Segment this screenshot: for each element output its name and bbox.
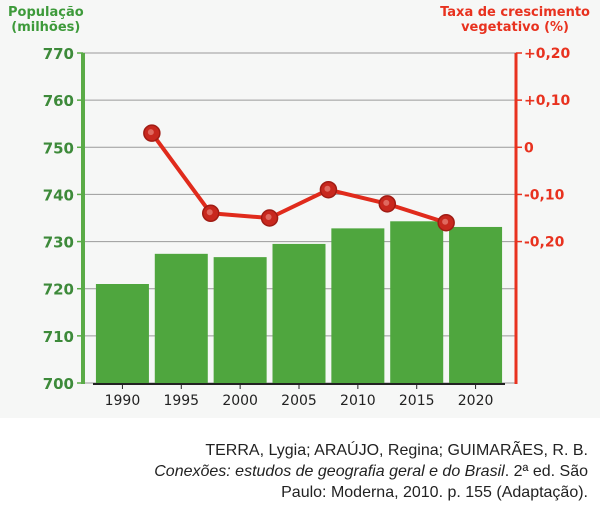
bar-2010 <box>331 228 385 383</box>
bar-2015 <box>390 221 444 383</box>
left-tick-label: 730 <box>43 234 74 252</box>
left-tick-label: 750 <box>43 139 74 157</box>
right-tick-label: +0,20 <box>524 46 571 62</box>
left-tick-label: 700 <box>43 375 74 393</box>
right-tick-label: +0,10 <box>524 93 571 109</box>
growth-rate-point-highlight <box>265 214 272 220</box>
left-axis-title-line2: (milhões) <box>11 20 81 35</box>
growth-rate-point-highlight <box>147 129 154 136</box>
growth-rate-line <box>150 131 447 225</box>
x-tick-label: 2015 <box>399 393 435 409</box>
chart-panel: 700 710 720 730 740 750 760 770 1990 1995 2000 2005… <box>8 5 590 409</box>
right-axis-title: Taxa de crescimento vegetativo (%) <box>440 5 590 35</box>
left-axis-title: População (milhões) <box>8 5 84 35</box>
bar-1995 <box>154 253 208 383</box>
growth-rate-point-highlight <box>442 218 449 225</box>
source-edition: . 2ª ed. São <box>504 463 588 480</box>
right-tick-label: 0 <box>524 140 534 156</box>
bar-2005 <box>272 243 326 383</box>
growth-rate-point-highlight <box>324 185 331 192</box>
growth-rate-point-highlight <box>206 209 213 216</box>
left-tick-label: 710 <box>43 328 74 346</box>
x-tick-label: 2020 <box>458 393 494 409</box>
left-tick-label: 720 <box>43 281 74 299</box>
right-axis-title-line1: Taxa de crescimento <box>440 5 590 20</box>
right-axis-title-line2: vegetativo (%) <box>461 20 569 35</box>
bar-2000 <box>213 257 267 383</box>
growth-rate-point-highlight <box>383 199 390 206</box>
x-tick-label: 2000 <box>222 393 258 409</box>
bar-2020 <box>449 226 503 383</box>
right-tick-label: -0,10 <box>524 187 565 203</box>
x-tick-label: 1990 <box>105 393 141 409</box>
left-tick-label: 740 <box>43 186 74 204</box>
x-tick-label: 2010 <box>340 393 376 409</box>
chart-svg: 700 710 720 730 740 750 760 770 1990 1995 2000 2005… <box>43 45 571 409</box>
source-book-title: Conexões: estudos de geografia geral e d… <box>154 463 505 480</box>
left-tick-label: 770 <box>43 45 74 63</box>
x-tick-label: 2005 <box>281 393 317 409</box>
source-citation: TERRA, Lygia; ARAÚJO, Regina; GUIMARÃES,… <box>154 440 588 503</box>
source-line-3: Paulo: Moderna, 2010. p. 155 (Adaptação)… <box>281 484 588 501</box>
x-tick-label: 1995 <box>163 393 199 409</box>
right-tick-label: -0,20 <box>524 235 565 251</box>
source-line-1: TERRA, Lygia; ARAÚJO, Regina; GUIMARÃES,… <box>205 442 588 459</box>
bar-1990 <box>95 284 149 383</box>
left-tick-label: 760 <box>43 92 74 110</box>
source-line-2: Conexões: estudos de geografia geral e d… <box>154 461 588 482</box>
left-axis-title-line1: População <box>8 5 84 20</box>
